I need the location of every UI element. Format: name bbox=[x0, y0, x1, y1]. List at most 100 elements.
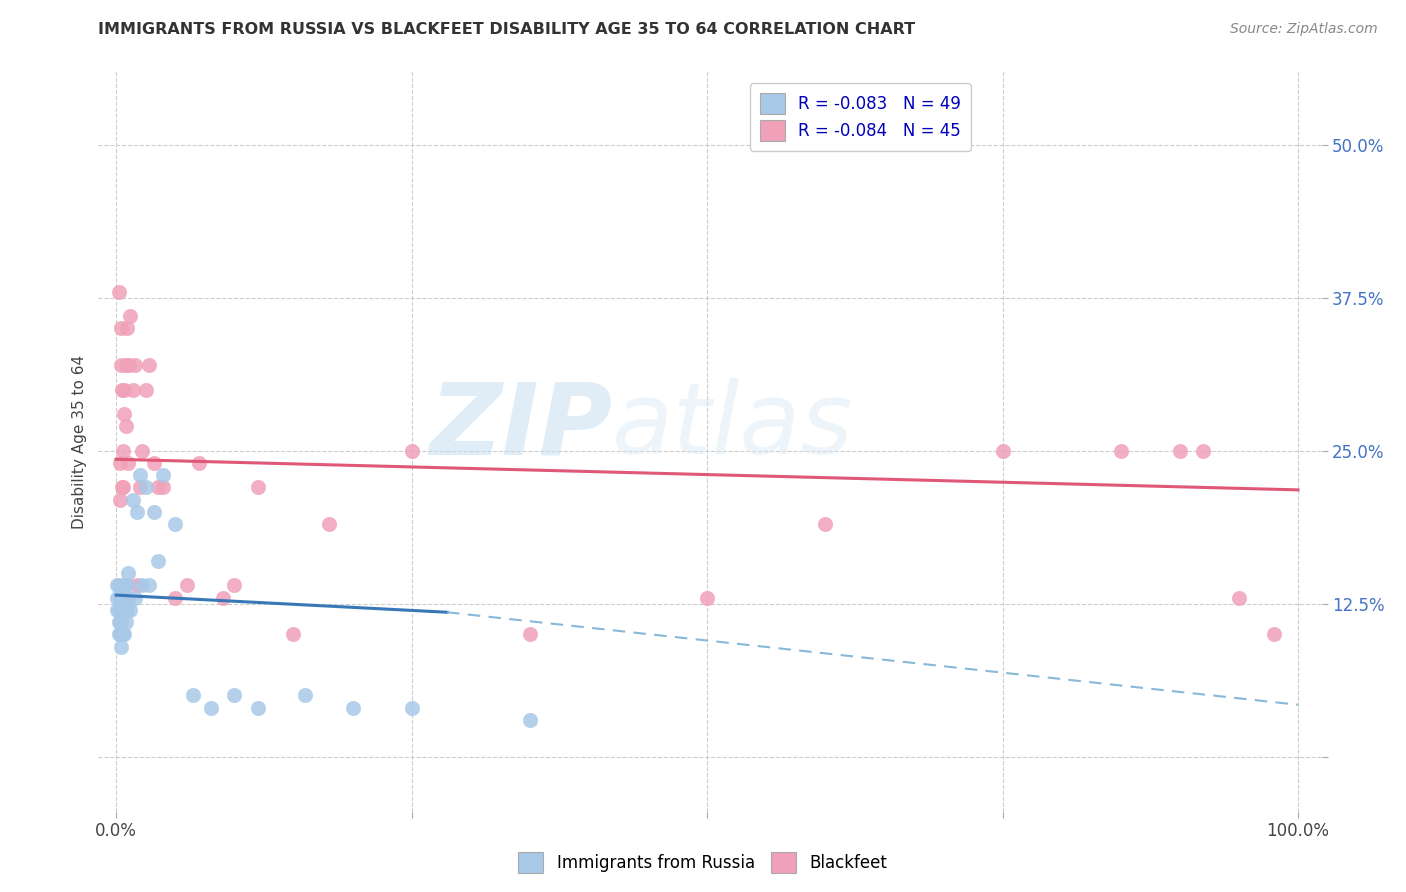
Point bbox=[115, 321, 138, 335]
Point bbox=[110, 358, 132, 372]
Point bbox=[115, 603, 138, 617]
Point bbox=[108, 591, 131, 605]
Point bbox=[138, 578, 160, 592]
Point bbox=[114, 615, 136, 629]
Point bbox=[110, 640, 132, 654]
Text: IMMIGRANTS FROM RUSSIA VS BLACKFEET DISABILITY AGE 35 TO 64 CORRELATION CHART: IMMIGRANTS FROM RUSSIA VS BLACKFEET DISA… bbox=[98, 22, 915, 37]
Point bbox=[108, 492, 131, 507]
Point bbox=[112, 627, 135, 641]
Point bbox=[117, 456, 139, 470]
Point bbox=[111, 383, 134, 397]
Point bbox=[283, 627, 305, 641]
Text: Source: ZipAtlas.com: Source: ZipAtlas.com bbox=[1230, 22, 1378, 37]
Point bbox=[112, 443, 135, 458]
Point bbox=[127, 505, 149, 519]
Point bbox=[112, 480, 135, 494]
Point bbox=[111, 627, 134, 641]
Point bbox=[814, 517, 837, 532]
Point bbox=[181, 689, 204, 703]
Legend: R = -0.083   N = 49, R = -0.084   N = 45: R = -0.083 N = 49, R = -0.084 N = 45 bbox=[749, 83, 970, 151]
Point bbox=[224, 578, 246, 592]
Point bbox=[121, 383, 143, 397]
Point bbox=[105, 578, 128, 592]
Point bbox=[1168, 443, 1191, 458]
Point bbox=[165, 591, 187, 605]
Point bbox=[246, 700, 269, 714]
Point bbox=[111, 603, 134, 617]
Point bbox=[120, 309, 142, 323]
Point bbox=[114, 358, 136, 372]
Point bbox=[1263, 627, 1285, 641]
Point bbox=[200, 700, 222, 714]
Point bbox=[124, 591, 146, 605]
Point bbox=[114, 419, 136, 434]
Point bbox=[211, 591, 233, 605]
Point bbox=[152, 480, 174, 494]
Point bbox=[128, 480, 150, 494]
Point bbox=[176, 578, 198, 592]
Point bbox=[118, 358, 141, 372]
Point bbox=[1227, 591, 1250, 605]
Point bbox=[107, 285, 129, 299]
Point bbox=[121, 492, 143, 507]
Point bbox=[124, 358, 146, 372]
Point bbox=[135, 383, 157, 397]
Point bbox=[112, 603, 135, 617]
Legend: Immigrants from Russia, Blackfeet: Immigrants from Russia, Blackfeet bbox=[512, 846, 894, 880]
Point bbox=[108, 456, 131, 470]
Point bbox=[401, 443, 423, 458]
Point bbox=[165, 517, 187, 532]
Text: atlas: atlas bbox=[612, 378, 853, 475]
Point bbox=[110, 321, 132, 335]
Point bbox=[110, 603, 132, 617]
Point bbox=[111, 591, 134, 605]
Point bbox=[143, 456, 166, 470]
Point bbox=[131, 578, 153, 592]
Point bbox=[107, 603, 129, 617]
Point bbox=[107, 615, 129, 629]
Point bbox=[131, 443, 153, 458]
Point bbox=[114, 591, 136, 605]
Point bbox=[107, 578, 129, 592]
Point bbox=[519, 627, 541, 641]
Point bbox=[143, 505, 166, 519]
Point bbox=[519, 713, 541, 727]
Point bbox=[401, 700, 423, 714]
Point bbox=[108, 615, 131, 629]
Point bbox=[105, 603, 128, 617]
Point bbox=[1109, 443, 1132, 458]
Point bbox=[246, 480, 269, 494]
Point bbox=[105, 591, 128, 605]
Point bbox=[107, 627, 129, 641]
Point bbox=[224, 689, 246, 703]
Point bbox=[117, 591, 139, 605]
Point bbox=[135, 480, 157, 494]
Point bbox=[108, 603, 131, 617]
Point bbox=[146, 554, 169, 568]
Point bbox=[110, 615, 132, 629]
Point bbox=[112, 407, 135, 421]
Point bbox=[294, 689, 316, 703]
Point bbox=[112, 591, 135, 605]
Point bbox=[152, 468, 174, 483]
Point bbox=[318, 517, 340, 532]
Point bbox=[117, 566, 139, 580]
Point bbox=[115, 578, 138, 592]
Point bbox=[112, 627, 135, 641]
Point bbox=[120, 603, 142, 617]
Text: ZIP: ZIP bbox=[429, 378, 612, 475]
Point bbox=[138, 358, 160, 372]
Point bbox=[991, 443, 1014, 458]
Point bbox=[187, 456, 209, 470]
Point bbox=[112, 383, 135, 397]
Point bbox=[112, 578, 135, 592]
Point bbox=[112, 603, 135, 617]
Point bbox=[146, 480, 169, 494]
Point bbox=[1192, 443, 1215, 458]
Point bbox=[108, 627, 131, 641]
Point bbox=[111, 480, 134, 494]
Point bbox=[128, 468, 150, 483]
Point bbox=[127, 578, 149, 592]
Y-axis label: Disability Age 35 to 64: Disability Age 35 to 64 bbox=[72, 354, 87, 529]
Point bbox=[342, 700, 364, 714]
